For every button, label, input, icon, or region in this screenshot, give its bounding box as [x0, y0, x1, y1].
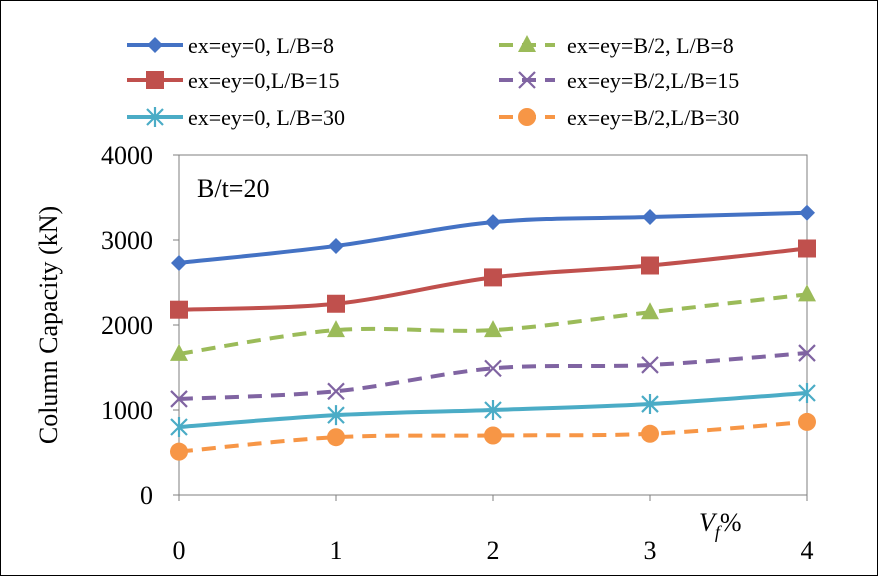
data-point-star: [798, 383, 816, 403]
data-point-x: [798, 344, 816, 362]
data-point-square: [798, 239, 816, 258]
x-tick-label: 1: [330, 536, 343, 565]
x-axis-label: Vf%: [699, 508, 742, 542]
data-point-x: [641, 356, 659, 374]
legend-item: ex=ey=B/2,L/B=15: [499, 68, 739, 93]
series-ex-ey-0-l-b-15: [170, 239, 816, 319]
x-tick-label: 2: [487, 536, 500, 565]
data-point-x: [327, 382, 345, 401]
y-tick-label: 4000: [101, 141, 153, 170]
legend-item: ex=ey=B/2,L/B=30: [499, 105, 739, 130]
data-point-circle: [641, 424, 659, 443]
data-point-circle: [484, 426, 502, 445]
legend-label: ex=ey=B/2, L/B=8: [567, 33, 734, 58]
data-point-diamond: [485, 214, 501, 231]
y-tick-label: 3000: [101, 226, 153, 255]
data-point-star: [327, 405, 345, 426]
legend-label: ex=ey=0,L/B=15: [188, 68, 339, 93]
legend-marker-triangle: [518, 35, 536, 52]
data-point-square: [641, 256, 659, 275]
data-point-diamond: [171, 254, 187, 271]
series-ex-ey-0-l-b-30: [170, 383, 816, 437]
series-line: [178, 292, 808, 356]
legend-label: ex=ey=0, L/B=8: [188, 33, 334, 58]
x-tick-label: 4: [801, 536, 814, 565]
data-point-circle: [798, 412, 816, 431]
legend-label: ex=ey=B/2,L/B=30: [567, 105, 739, 130]
data-point-circle: [170, 442, 188, 461]
series-line: [178, 351, 808, 401]
legend-marker-square: [146, 71, 164, 89]
y-axis-label: Column Capacity (kN): [34, 206, 63, 444]
data-point-star: [484, 400, 502, 420]
data-point-x: [484, 359, 502, 378]
x-axis-label-unit: %: [720, 508, 742, 537]
data-point-square: [327, 294, 345, 313]
legend-item: ex=ey=0, L/B=30: [127, 105, 345, 130]
series-ex-ey-0-l-b-8: [171, 204, 815, 271]
series-ex-ey-b-2-l-b-15: [170, 344, 816, 408]
legend-marker-x: [518, 71, 536, 89]
series-line: [178, 419, 808, 454]
x-axis-label-var: V: [699, 508, 718, 537]
data-point-star: [170, 417, 188, 437]
x-tick-label: 0: [173, 536, 186, 565]
legend-marker-star: [146, 107, 164, 127]
data-point-circle: [327, 428, 345, 447]
data-point-triangle: [641, 302, 659, 320]
legend: ex=ey=0, L/B=8 ex=ey=0,L/B=15 ex=ey=0, L/B…: [127, 33, 739, 130]
series-ex-ey-b-2-l-b-8: [170, 284, 816, 361]
y-tick-label: 1000: [101, 396, 153, 425]
x-tick-label: 3: [644, 536, 657, 565]
data-point-triangle: [170, 343, 188, 361]
data-point-triangle: [484, 320, 502, 338]
y-tick-label: 0: [140, 481, 153, 510]
data-point-x: [170, 390, 188, 408]
legend-item: ex=ey=0, L/B=8: [127, 33, 334, 58]
legend-marker-circle: [518, 108, 536, 126]
axes: 0 1000 2000 3000 4000 0 1 2 3 4: [101, 141, 814, 565]
legend-label: ex=ey=0, L/B=30: [188, 105, 345, 130]
x-axis-label-sub: f: [715, 522, 723, 542]
data-point-star: [641, 394, 659, 415]
data-point-diamond: [328, 237, 344, 254]
data-point-triangle: [798, 284, 816, 302]
data-point-square: [484, 268, 502, 287]
y-tick-label: 2000: [101, 311, 153, 340]
data-point-diamond: [642, 209, 658, 226]
data-point-triangle: [327, 320, 345, 338]
data-point-diamond: [799, 204, 815, 221]
series-layer: [170, 204, 816, 461]
legend-item: ex=ey=0,L/B=15: [127, 68, 339, 93]
series-ex-ey-b-2-l-b-30: [170, 412, 816, 461]
legend-item: ex=ey=B/2, L/B=8: [499, 33, 734, 58]
annotation-label: B/t=20: [197, 174, 269, 203]
legend-label: ex=ey=B/2,L/B=15: [567, 68, 739, 93]
data-point-square: [170, 300, 188, 319]
legend-marker-diamond: [147, 37, 163, 53]
